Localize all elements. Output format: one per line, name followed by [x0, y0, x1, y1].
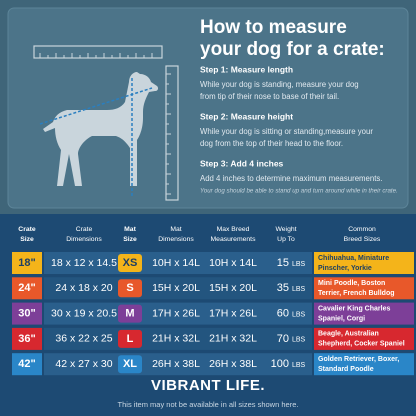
column-header: Measurements	[211, 236, 257, 243]
mat-size-badge	[118, 254, 142, 272]
column-header: Weight	[275, 226, 296, 233]
breed-line: Pinscher, Yorkie	[318, 265, 372, 272]
crate-size-box	[12, 302, 42, 325]
breed-line: Standard Poodle	[318, 366, 374, 373]
mat-size: L	[127, 333, 134, 345]
column-header: Dimensions	[158, 236, 194, 243]
crate-size: 36"	[18, 333, 35, 345]
breed-line: Terrier, French Bulldog	[318, 290, 395, 297]
max-breed: 26H x 38L	[209, 358, 257, 370]
step-body: While your dog is sitting or standing,me…	[200, 127, 373, 136]
weight: 15	[277, 257, 289, 269]
column-header: Up To	[277, 236, 295, 243]
weight-unit: LBS	[292, 311, 306, 318]
mat-dimensions: 10H x 14L	[152, 257, 200, 269]
step-heading: Step 3: Add 4 inches	[200, 158, 284, 168]
crate-dimensions: 30 x 19 x 20.5	[51, 307, 117, 319]
crate-size: 18"	[18, 257, 35, 269]
illustration	[33, 45, 179, 201]
weight-unit: LBS	[292, 261, 306, 268]
crate-dimensions: 24 x 18 x 20	[55, 282, 112, 294]
weight: 60	[277, 308, 289, 320]
max-breed: 17H x 26L	[209, 307, 257, 319]
crate-size: 24"	[18, 282, 35, 294]
brand: VIBRANT LIFE.	[151, 377, 265, 394]
breed-box	[314, 353, 414, 376]
crate-dimensions: 42 x 27 x 30	[55, 358, 112, 370]
max-breed: 10H x 14L	[209, 257, 257, 269]
step-heading: Step 2: Measure height	[200, 111, 293, 121]
column-header: Dimensions	[66, 236, 102, 243]
crate-dimensions: 36 x 22 x 25	[55, 333, 112, 345]
column-header: Mat	[124, 226, 136, 233]
mat-dimensions: 26H x 38L	[152, 358, 200, 370]
footer-note: This item may not be available in all si…	[118, 400, 299, 409]
row-band	[44, 302, 312, 325]
column-header: Crate	[76, 226, 93, 233]
column-header: Mat	[170, 226, 181, 233]
weight-unit: LBS	[292, 286, 306, 293]
step-body: dog from the top of their head to the fl…	[200, 139, 343, 148]
mat-dimensions: 15H x 20L	[152, 282, 200, 294]
title-line: your dog for a crate:	[200, 39, 385, 60]
column-header: Max Breed	[217, 226, 250, 233]
mat-size-badge	[118, 355, 142, 374]
breed-box	[314, 327, 414, 350]
weight: 100	[271, 358, 289, 370]
column-header: Size	[20, 236, 34, 243]
crate-size: 42"	[18, 358, 35, 370]
mat-size-badge	[118, 329, 142, 348]
step-heading: Step 1: Measure length	[200, 64, 293, 74]
row-band	[44, 277, 312, 300]
row-band	[44, 353, 312, 376]
mat-size-badge	[118, 304, 142, 323]
breed-box	[314, 277, 414, 300]
crate-size-box	[12, 327, 42, 350]
breed-box	[314, 302, 414, 325]
breed-line: Mini Poodle, Boston	[318, 280, 385, 287]
breed-line: Beagle, Australian	[318, 331, 379, 338]
max-breed: 15H x 20L	[209, 282, 257, 294]
breed-line: Chihuahua, Miniature	[318, 255, 389, 262]
mat-size: XS	[123, 257, 138, 269]
step-body: While your dog is standing, measure your…	[200, 80, 359, 89]
breed-line: Cavalier King Charles	[318, 305, 390, 312]
breed-line: Golden Retriever, Boxer,	[318, 356, 399, 363]
max-breed: 21H x 32L	[209, 333, 257, 345]
crate-size-box	[12, 277, 42, 300]
weight: 35	[277, 282, 289, 294]
weight: 70	[277, 333, 289, 345]
weight-unit: LBS	[292, 362, 306, 369]
column-header: Size	[123, 236, 137, 243]
row-band	[44, 327, 312, 350]
column-header: Common	[348, 226, 376, 233]
column-header: Crate	[18, 226, 36, 233]
crate-size: 30"	[18, 308, 35, 320]
title-line: How to measure	[200, 17, 347, 38]
column-header: Breed Sizes	[344, 236, 381, 243]
step-body: Add 4 inches to determine maximum measur…	[200, 174, 382, 183]
note: Your dog should be able to stand up and …	[200, 188, 398, 195]
breed-line: Shepherd, Cocker Spaniel	[318, 341, 405, 348]
row-band	[44, 252, 312, 274]
crate-size-box	[12, 353, 42, 376]
crate-dimensions: 18 x 12 x 14.5	[51, 257, 117, 269]
breed-box	[314, 252, 414, 274]
mat-size: M	[125, 308, 134, 320]
mat-size: S	[126, 282, 133, 294]
breed-line: Spaniel, Corgi	[318, 315, 365, 322]
mat-size-badge	[118, 279, 142, 298]
weight-unit: LBS	[292, 337, 306, 344]
crate-size-box	[12, 252, 42, 274]
mat-dimensions: 17H x 26L	[152, 307, 200, 319]
mat-size: XL	[123, 358, 137, 370]
mat-dimensions: 21H x 32L	[152, 333, 200, 345]
step-body: from tip of their nose to base of their …	[200, 92, 339, 101]
